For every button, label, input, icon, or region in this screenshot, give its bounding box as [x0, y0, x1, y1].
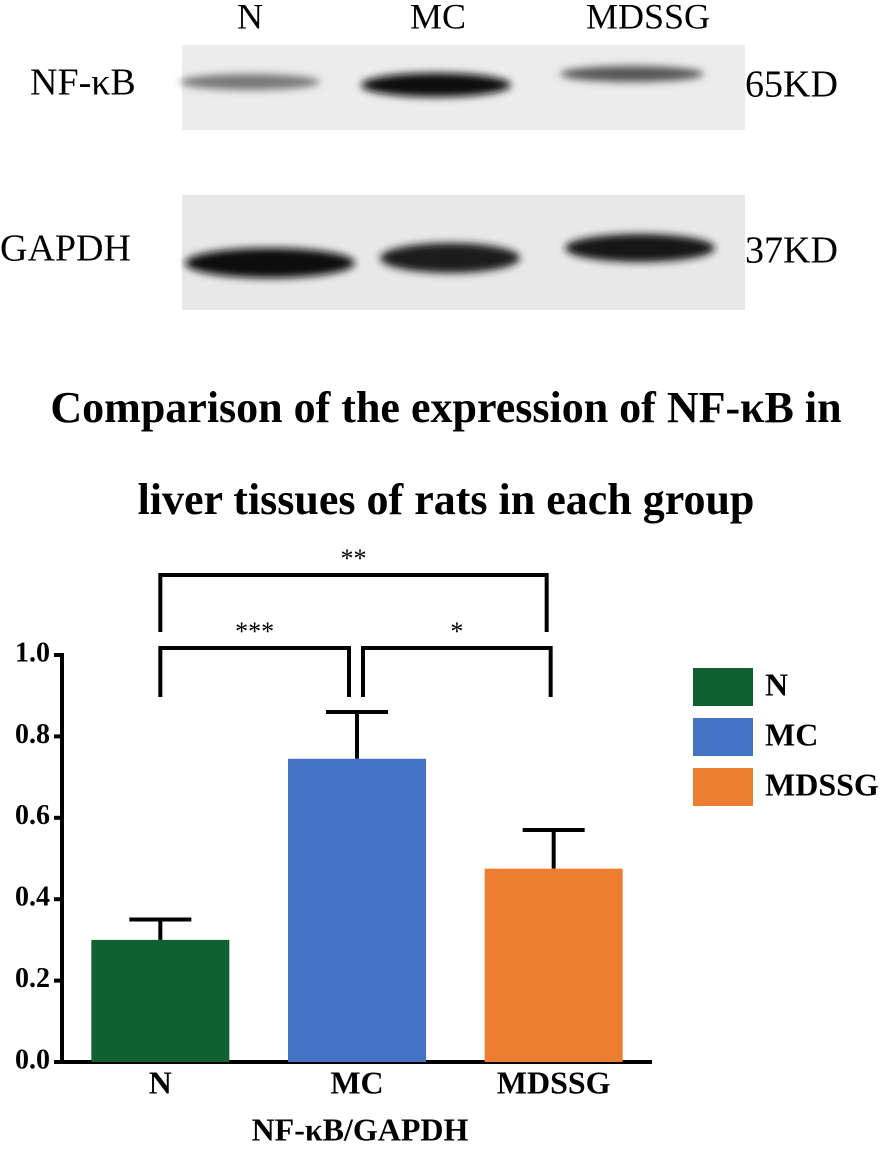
y-tick-label: 0.8	[15, 719, 50, 750]
x-tick-label: MDSSG	[497, 1064, 611, 1100]
bar	[288, 758, 426, 1062]
legend-swatch	[693, 718, 753, 756]
legend-label: MDSSG	[765, 766, 879, 802]
significance-label: **	[341, 544, 367, 573]
blot-bands	[180, 66, 715, 278]
legend-label: N	[765, 666, 788, 702]
x-axis-label: NF-κB/GAPDH	[252, 1111, 469, 1147]
y-tick-label: 0.2	[15, 963, 50, 994]
bar	[484, 868, 623, 1062]
y-tick-label: 0.4	[15, 882, 50, 913]
protein-label: GAPDH	[0, 228, 131, 270]
y-tick-label: 0.0	[15, 1044, 50, 1075]
significance-bracket	[158, 573, 549, 632]
size-label: 65KD	[745, 64, 838, 106]
legend-label: MC	[765, 716, 818, 752]
significance-label: *	[450, 617, 463, 646]
x-tick-label: N	[149, 1064, 172, 1100]
significance-bracket	[361, 646, 553, 697]
significance-bracket	[158, 646, 351, 697]
legend-swatch	[693, 768, 753, 806]
lane-label: MC	[410, 0, 466, 36]
protein-label: NF-κB	[30, 62, 136, 104]
lane-label: MDSSG	[586, 0, 710, 36]
bar	[91, 939, 230, 1062]
significance-label: ***	[235, 617, 274, 646]
lane-label: N	[237, 0, 263, 36]
chart-title: Comparison of the expression of NF-κB in…	[50, 383, 842, 524]
size-label: 37KD	[745, 230, 838, 272]
y-tick-label: 1.0	[15, 637, 50, 668]
legend-swatch	[693, 668, 753, 706]
y-tick-label: 0.6	[15, 800, 50, 831]
x-tick-label: MC	[330, 1064, 383, 1100]
